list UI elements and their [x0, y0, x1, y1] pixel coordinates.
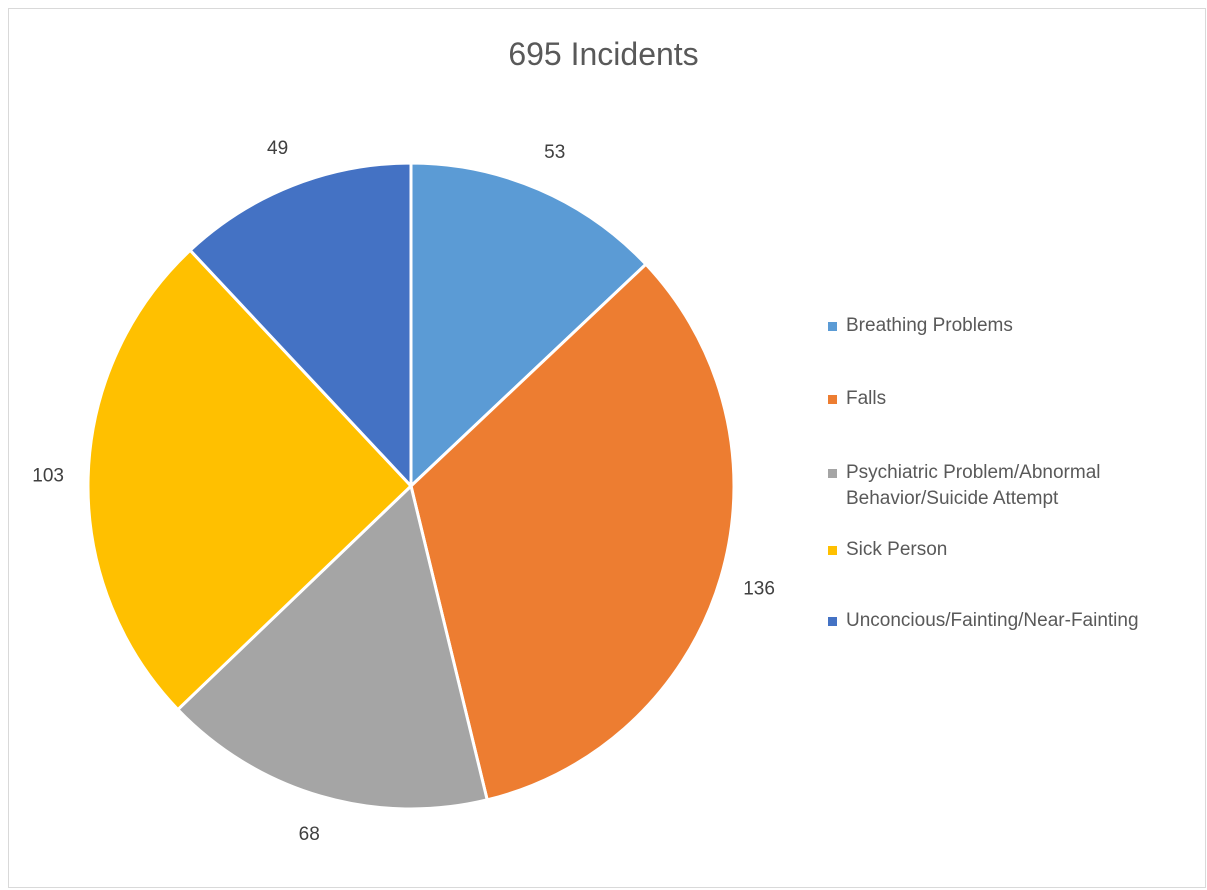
- pie-slice-unconcious: [188, 161, 413, 488]
- legend-swatch: [828, 546, 837, 555]
- pie-slice-sick-person: [86, 248, 413, 712]
- pie-slice-breathing-problems: [409, 161, 648, 488]
- data-label-sick-person: 103: [32, 466, 64, 487]
- legend-item-falls: Falls: [828, 386, 886, 412]
- data-label-unconcious: 49: [267, 138, 288, 159]
- legend-swatch: [828, 617, 837, 626]
- pie-slice-falls: [409, 262, 736, 802]
- legend-swatch: [828, 395, 837, 404]
- data-label-breathing-problems: 53: [544, 142, 565, 163]
- legend-item-breathing-problems: Breathing Problems: [828, 313, 1013, 339]
- legend-swatch: [828, 469, 837, 478]
- legend: Breathing Problems Falls Psychiatric Pro…: [828, 0, 1198, 890]
- legend-item-psychiatric: Psychiatric Problem/Abnormal Behavior/Su…: [828, 460, 1100, 512]
- legend-item-unconcious: Unconcious/Fainting/Near-Fainting: [828, 608, 1139, 634]
- legend-label: Psychiatric Problem/Abnormal Behavior/Su…: [846, 462, 1101, 509]
- legend-label: Falls: [846, 388, 887, 409]
- legend-item-sick-person: Sick Person: [828, 537, 947, 563]
- legend-label: Unconcious/Fainting/Near-Fainting: [846, 610, 1139, 631]
- legend-label: Sick Person: [846, 539, 948, 560]
- data-label-psychiatric: 68: [299, 824, 320, 845]
- pie-slice-psychiatric: [176, 484, 489, 811]
- legend-swatch: [828, 322, 837, 331]
- data-label-falls: 136: [743, 579, 775, 600]
- legend-label: Breathing Problems: [846, 315, 1013, 336]
- chart-title: 695 Incidents: [508, 36, 699, 72]
